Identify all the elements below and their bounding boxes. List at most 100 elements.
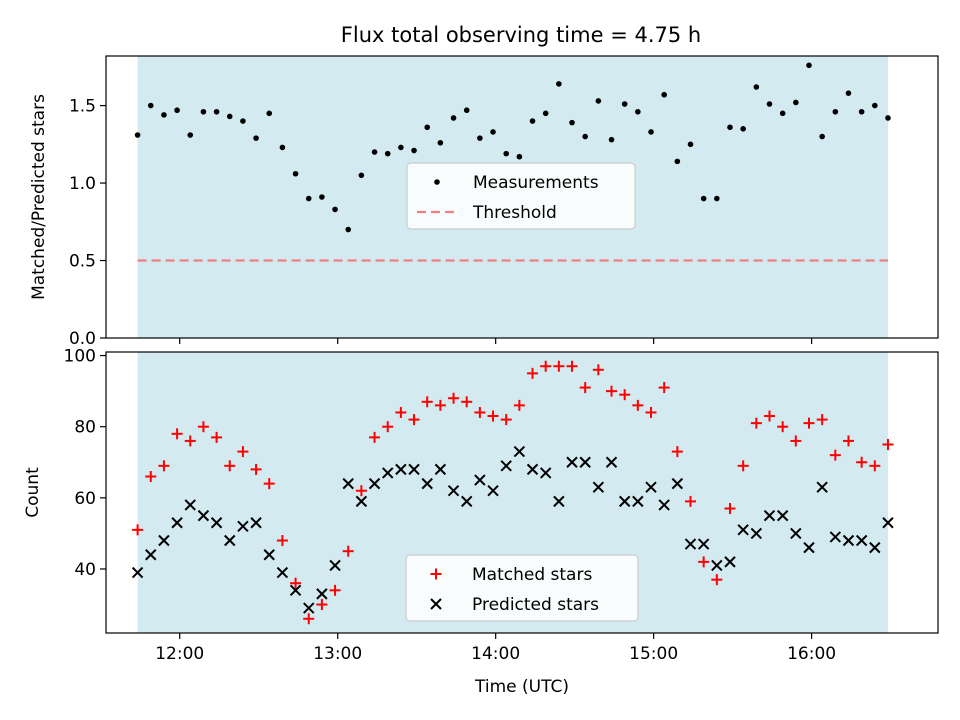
matched-star-point	[290, 577, 302, 589]
predicted-star-point	[671, 477, 684, 490]
predicted-star-point	[224, 534, 236, 547]
measurement-point	[240, 118, 246, 124]
measurement-point	[582, 133, 588, 140]
measurement-point	[872, 102, 878, 109]
predicted-star-point	[553, 495, 565, 508]
matched-star-point	[566, 360, 578, 372]
predicted-star-point	[145, 549, 157, 561]
measurement-point	[345, 226, 352, 233]
bottom-y-axis-label: Count	[23, 467, 43, 518]
matched-star-point	[724, 503, 736, 515]
measurement-point	[569, 119, 575, 126]
matched-star-point	[685, 495, 697, 507]
measurement-point	[700, 195, 707, 202]
bottom-y-tick-label: 60	[74, 489, 96, 509]
matched-star-point	[329, 584, 341, 596]
predicted-star-point	[447, 485, 460, 497]
legend-measurements-marker	[434, 179, 440, 185]
predicted-star-point	[829, 531, 842, 543]
top-y-axis-label: Matched/Predicted stars	[29, 94, 49, 300]
predicted-star-point	[684, 538, 697, 550]
bottom-panel: 40 60 80 100 12:00 13:00 14:00 15:00 16:00 Coun…	[23, 347, 939, 697]
predicted-star-point	[618, 495, 631, 508]
predicted-star-point	[158, 534, 170, 547]
measurement-point	[885, 115, 891, 121]
predicted-star-point	[395, 463, 407, 476]
legend-matched-label: Matched stars	[472, 565, 592, 585]
predicted-star-point	[658, 499, 670, 511]
matched-star-point	[671, 446, 683, 458]
predicted-star-point	[408, 463, 420, 476]
predicted-star-point	[803, 541, 815, 554]
predicted-star-point	[355, 495, 368, 508]
measurement-point	[635, 108, 641, 115]
predicted-star-point	[737, 524, 749, 536]
measurement-point	[463, 107, 470, 114]
measurement-point	[766, 101, 773, 107]
matched-star-point	[250, 463, 262, 475]
predicted-star-point	[842, 534, 855, 547]
measurement-point	[253, 135, 259, 141]
measurement-point	[161, 112, 167, 118]
measurement-point	[556, 81, 562, 87]
x-tick-label: 14:00	[471, 644, 520, 664]
matched-star-point	[737, 460, 749, 472]
predicted-star-point	[882, 517, 894, 529]
measurement-point	[384, 150, 391, 157]
matched-star-point	[658, 382, 670, 394]
predicted-star-point	[171, 517, 183, 529]
matched-star-point	[184, 435, 196, 447]
measurement-point	[674, 158, 681, 165]
predicted-star-point	[539, 467, 552, 479]
measurement-point	[819, 133, 825, 140]
matched-star-point	[171, 428, 183, 440]
matched-star-point	[606, 385, 618, 397]
top-y-tick-label: 0.0	[69, 329, 96, 349]
x-axis-label: Time (UTC)	[474, 677, 569, 697]
matched-star-point	[632, 399, 644, 411]
predicted-star-point	[776, 509, 789, 522]
predicted-star-point	[237, 520, 249, 532]
matched-star-point	[777, 421, 789, 433]
bottom-y-tick-label: 40	[74, 560, 96, 580]
x-tick-label: 13:00	[313, 644, 362, 664]
top-axes-frame	[105, 55, 939, 339]
predicted-star-point	[342, 477, 354, 490]
measurement-point	[806, 62, 812, 69]
predicted-star-point	[566, 456, 578, 468]
matched-star-point	[829, 449, 841, 461]
predicted-star-point	[697, 538, 710, 550]
top-legend-box	[406, 162, 636, 230]
matched-star-point	[487, 410, 499, 422]
predicted-star-point	[289, 584, 302, 597]
matched-star-point	[421, 396, 433, 408]
predicted-star-point	[605, 456, 618, 468]
measurement-point	[503, 150, 510, 157]
predicted-star-point	[500, 460, 512, 472]
measurement-point	[437, 139, 444, 146]
measurement-point	[727, 124, 733, 131]
bot-legend-box	[405, 554, 639, 622]
matched-star-point	[882, 438, 894, 450]
matched-star-point	[619, 389, 631, 401]
predicted-star-point	[329, 559, 341, 572]
matched-star-point	[474, 406, 486, 418]
matched-star-point	[434, 399, 446, 411]
top-y-tick-label: 1.0	[69, 174, 96, 194]
measurement-point	[753, 84, 760, 90]
chart-title: Flux total observing time = 4.75 h	[341, 23, 701, 47]
predicted-star-point	[303, 602, 315, 614]
predicted-star-point	[184, 499, 196, 511]
measurement-point	[292, 170, 299, 177]
predicted-star-point	[763, 509, 776, 522]
predicted-star-point	[592, 481, 605, 493]
measurement-point	[832, 108, 839, 115]
matched-star-point	[803, 417, 815, 429]
measurement-point	[305, 195, 312, 202]
legend-threshold-label: Threshold	[472, 203, 557, 223]
measurement-point	[371, 149, 378, 155]
matched-star-point	[579, 382, 591, 394]
matched-star-point	[237, 446, 249, 458]
predicted-star-point	[816, 481, 828, 493]
matched-star-point	[711, 574, 723, 586]
